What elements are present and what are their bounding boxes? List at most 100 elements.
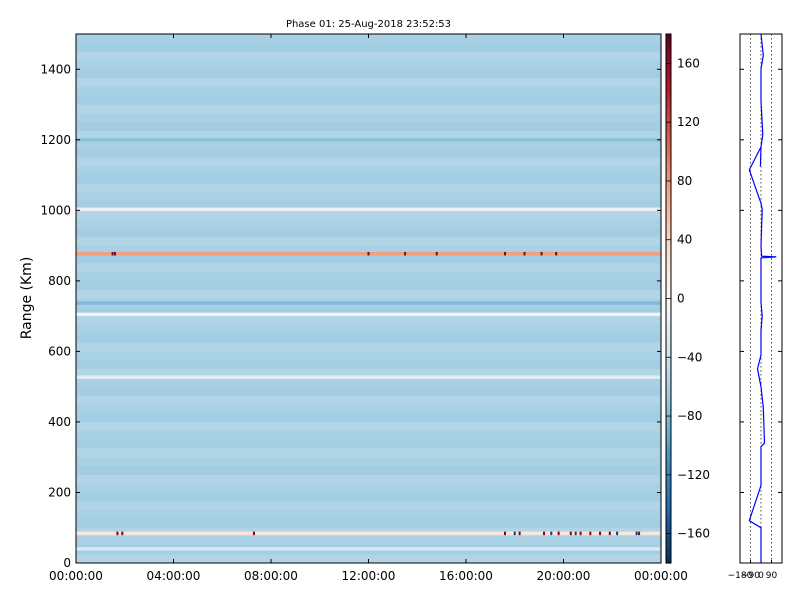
colorbar-segment [666, 104, 671, 110]
colorbar-segment [666, 241, 671, 247]
heatmap-band [76, 547, 661, 551]
colorbar-segment [666, 289, 671, 295]
heatmap-texture-row [76, 113, 661, 123]
heatmap-texture-row [76, 236, 661, 246]
colorbar-tick-label: 160 [677, 56, 700, 70]
heatmap-spike [367, 251, 370, 256]
colorbar-segment [666, 377, 671, 383]
heatmap-spike [252, 531, 255, 536]
heatmap-texture-row [76, 377, 661, 387]
heatmap-texture-row [76, 272, 661, 281]
colorbar-segment [666, 373, 671, 379]
colorbar-segment [666, 157, 671, 163]
colorbar-segment [666, 219, 671, 225]
colorbar-segment [666, 523, 671, 529]
colorbar-segment [666, 439, 671, 445]
colorbar-segment [666, 395, 671, 401]
colorbar-segment [666, 108, 671, 114]
heatmap-texture-row [76, 254, 661, 264]
colorbar-segment [666, 474, 671, 480]
heatmap-spike [121, 531, 124, 536]
heatmap-spike [404, 251, 407, 256]
heatmap-texture-row [76, 474, 661, 484]
colorbar-segment [666, 188, 671, 194]
heatmap-spike [504, 251, 506, 256]
heatmap-spike [616, 531, 619, 536]
heatmap-texture-row [76, 448, 661, 458]
colorbar-segment [666, 382, 671, 388]
heatmap-texture-row [76, 466, 661, 475]
colorbar-segment [666, 144, 671, 150]
colorbar-segment [666, 430, 671, 436]
heatmap-texture-row [76, 386, 661, 396]
colorbar-segment [666, 536, 671, 542]
profile-series-line [748, 33, 777, 563]
colorbar-segment [666, 461, 671, 467]
colorbar-segment [666, 483, 671, 489]
y-tick-label: 600 [48, 344, 71, 358]
colorbar-segment [666, 294, 671, 300]
colorbar-segment [666, 250, 671, 256]
colorbar-segment [666, 408, 671, 414]
heatmap-texture-row [76, 333, 661, 343]
heatmap-texture-row [76, 536, 661, 546]
heatmap-texture-row [76, 501, 661, 511]
colorbar-segment [666, 161, 671, 167]
colorbar-segment [666, 179, 671, 185]
colorbar-segment [666, 457, 671, 463]
colorbar-segment [666, 311, 671, 317]
heatmap-texture-row [76, 289, 661, 299]
heatmap-band [76, 375, 661, 379]
heatmap-texture-row [76, 86, 661, 96]
heatmap-spike [523, 251, 526, 256]
heatmap-texture-row [76, 166, 661, 176]
colorbar-segment [666, 488, 671, 494]
colorbar-segment [666, 227, 671, 233]
heatmap-texture-row [76, 122, 661, 131]
heatmap-texture-row [76, 219, 661, 228]
colorbar-segment [666, 399, 671, 405]
heatmap-texture-row [76, 518, 661, 528]
heatmap-texture-row [76, 210, 661, 220]
colorbar-segment [666, 263, 671, 269]
y-tick-label: 1000 [40, 203, 71, 217]
colorbar-tick-label: 120 [677, 115, 700, 129]
heatmap-texture-row [76, 183, 661, 193]
colorbar-segment [666, 60, 671, 66]
colorbar-tick-label: 0 [677, 292, 685, 306]
heatmap-texture-row [76, 360, 661, 370]
colorbar-segment [666, 236, 671, 242]
colorbar-segment [666, 56, 671, 62]
heatmap-texture-row [76, 280, 661, 290]
colorbar-segment [666, 386, 671, 392]
heatmap-spike [635, 531, 638, 536]
colorbar-segment [666, 267, 671, 273]
colorbar-segment [666, 443, 671, 449]
colorbar-segment [666, 417, 671, 423]
colorbar-segment [666, 117, 671, 123]
colorbar-segment [666, 364, 671, 370]
colorbar-segment [666, 470, 671, 476]
colorbar-segment [666, 210, 671, 216]
colorbar-segment [666, 545, 671, 551]
heatmap-spike [540, 251, 543, 256]
colorbar-segment [666, 232, 671, 238]
heatmap-spike [111, 251, 114, 256]
colorbar-tick-label: −120 [677, 468, 710, 482]
colorbar-segment [666, 360, 671, 366]
colorbar-segment [666, 272, 671, 278]
heatmap-texture-row [76, 404, 661, 414]
colorbar-segment [666, 170, 671, 176]
colorbar-segment [666, 100, 671, 106]
x-tick-label: 00:00:00 [49, 569, 103, 583]
heatmap-spike [550, 531, 553, 536]
colorbar-segment [666, 192, 671, 198]
colorbar-tick-label: 80 [677, 174, 692, 188]
heatmap-band [76, 138, 661, 142]
y-axis-label: Range (Km) [19, 257, 35, 340]
heatmap-texture-row [76, 395, 661, 405]
heatmap-spike [116, 531, 119, 536]
colorbar-segment [666, 51, 671, 57]
heatmap-axes: 00:00:00 04:00:00 08:00:00 12:00:00 16:00:00… [40, 34, 688, 583]
heatmap-texture-row [76, 60, 661, 70]
